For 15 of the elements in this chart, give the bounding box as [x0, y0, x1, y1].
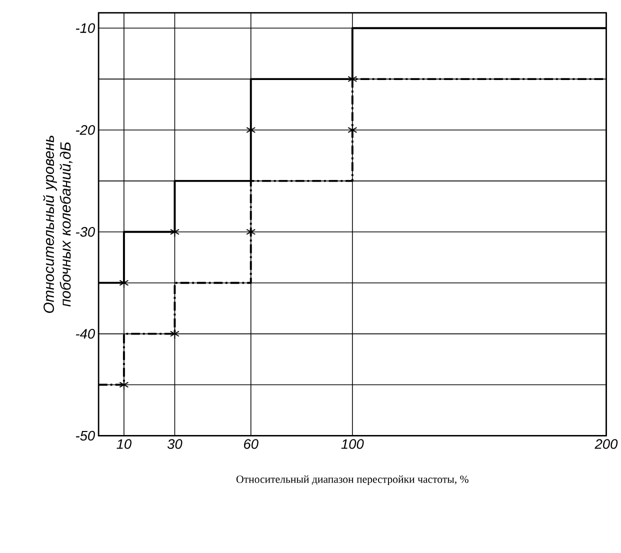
point	[119, 379, 129, 390]
x-tick-label: 10	[116, 439, 132, 449]
y-tick-label: -40	[76, 328, 95, 339]
y-axis-title: Относительный уровень побочных колебаний,дБ	[42, 136, 72, 313]
point	[246, 226, 256, 238]
x-tick-label: 100	[341, 439, 364, 449]
x-tick-label: 30	[167, 439, 182, 449]
x-tick-label: 60	[244, 439, 258, 449]
point	[170, 328, 180, 340]
y-tick-label: -10	[76, 23, 95, 33]
y-tick-label: -20	[76, 125, 95, 135]
x-tick-label: 200	[594, 439, 618, 449]
y-tick-label: -30	[76, 227, 95, 237]
x-axis-title: Относительный диапазон перестройки частоты, %	[236, 475, 468, 486]
y-tick-label: -50	[76, 430, 95, 441]
